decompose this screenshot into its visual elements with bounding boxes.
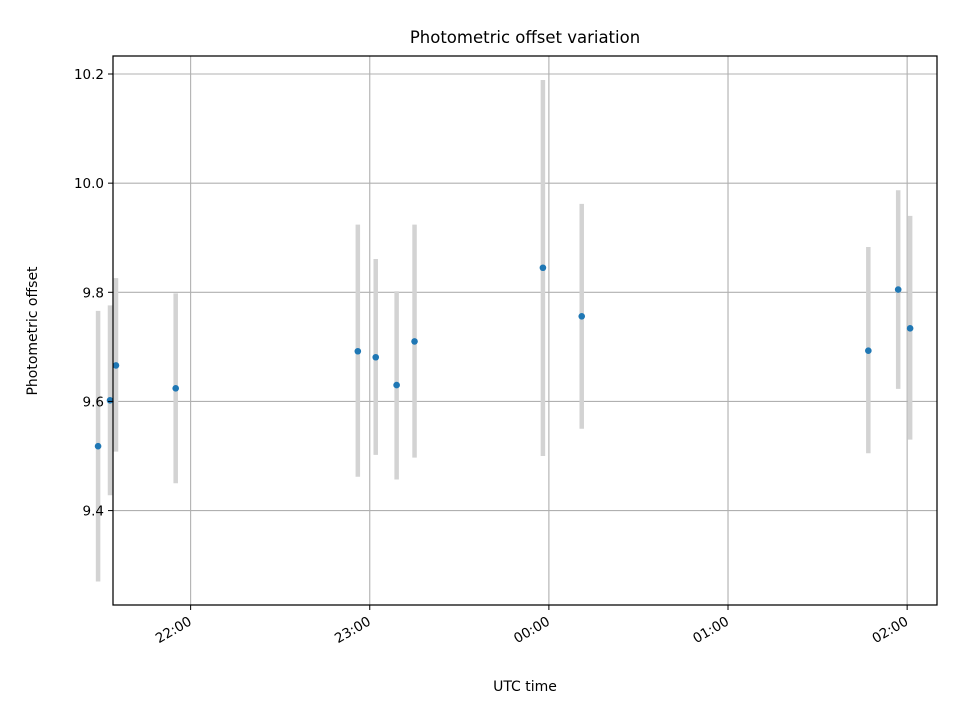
data-point bbox=[906, 325, 914, 332]
y-tick-label: 9.8 bbox=[83, 285, 104, 301]
data-point bbox=[372, 353, 380, 361]
data-point bbox=[106, 397, 114, 404]
chart-title: Photometric offset variation bbox=[410, 28, 640, 47]
y-axis-ticks: 9.4 9.6 9.8 10.0 10.2 bbox=[74, 67, 113, 520]
data-point bbox=[112, 362, 120, 369]
data-point bbox=[539, 264, 547, 272]
x-axis-title: UTC time bbox=[493, 679, 557, 695]
plot-frame bbox=[112, 55, 938, 606]
data-point bbox=[172, 385, 179, 392]
data-point bbox=[411, 338, 418, 345]
data-point bbox=[578, 313, 586, 320]
data-point bbox=[94, 442, 102, 450]
plot-area bbox=[113, 56, 937, 605]
grid bbox=[113, 56, 937, 605]
data-points bbox=[94, 264, 914, 450]
y-tick-label: 10.0 bbox=[74, 176, 104, 192]
y-tick-label: 9.4 bbox=[83, 504, 104, 520]
data-point bbox=[894, 286, 902, 293]
data-point bbox=[354, 347, 362, 355]
y-tick-label: 9.6 bbox=[83, 394, 104, 410]
y-axis-title: Photometric offset bbox=[25, 266, 41, 396]
data-point bbox=[865, 347, 872, 354]
data-point bbox=[393, 381, 400, 389]
y-tick-label: 10.2 bbox=[74, 67, 104, 83]
